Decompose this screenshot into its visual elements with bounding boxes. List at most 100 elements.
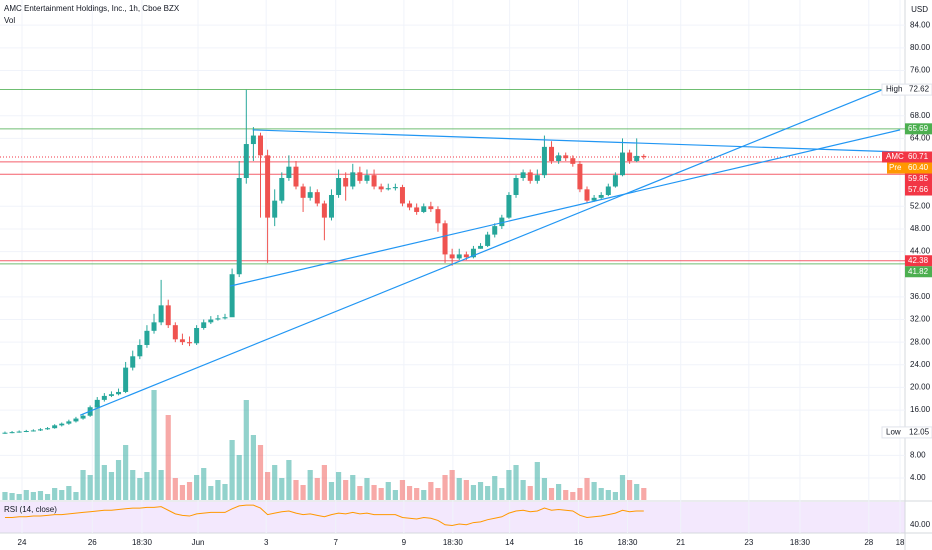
- candle-body: [470, 248, 476, 258]
- price-label: 57.66: [908, 185, 929, 194]
- y-tick-label: 20.00: [910, 383, 931, 392]
- y-tick-label: 48.00: [910, 224, 931, 233]
- candle-body: [350, 172, 356, 187]
- x-tick-label: 23: [744, 538, 753, 547]
- candle-body: [534, 175, 540, 181]
- marker-box: [881, 426, 932, 439]
- x-tick-label: 26: [88, 538, 97, 547]
- y-tick-label: 76.00: [910, 66, 931, 75]
- volume-bar: [577, 488, 583, 500]
- volume-bar: [641, 488, 647, 500]
- volume-bar: [328, 482, 335, 500]
- volume-bar: [66, 486, 72, 500]
- volume-bar: [492, 476, 498, 500]
- volume-bar: [385, 482, 391, 500]
- candle-body: [428, 206, 434, 210]
- candle-body: [619, 152, 625, 176]
- price-label-box: [905, 184, 932, 196]
- session-tag: [887, 162, 905, 174]
- candle-body: [584, 189, 590, 201]
- x-tick-label: 21: [676, 538, 685, 547]
- candle-body: [272, 200, 278, 218]
- price-label-box: [905, 162, 932, 174]
- x-tick-label: 9: [402, 538, 407, 547]
- candle-body: [215, 318, 221, 320]
- marker-value: 72.62: [909, 85, 930, 94]
- y-tick-label: 44.00: [910, 247, 931, 256]
- volume-bar: [186, 482, 193, 500]
- volume-bar: [179, 485, 186, 500]
- candle-body: [463, 254, 469, 258]
- volume-bar: [499, 488, 505, 500]
- candle-body: [449, 254, 455, 259]
- volume-bar: [222, 484, 228, 500]
- volume-bar: [293, 480, 299, 500]
- volume-bar: [158, 470, 164, 500]
- volume-bar: [229, 440, 235, 500]
- candle-body: [137, 344, 143, 357]
- volume-bar: [2, 492, 8, 500]
- price-label: 65.69: [908, 124, 929, 133]
- x-tick-label: 24: [18, 538, 27, 547]
- volume-bar: [506, 470, 512, 500]
- volume-bar: [279, 478, 285, 500]
- volume-bar: [44, 494, 51, 500]
- volume-bar: [534, 462, 540, 500]
- candle-body: [130, 356, 136, 368]
- candle-body: [321, 203, 327, 218]
- series-tag: [882, 151, 905, 163]
- volume-bar: [130, 470, 136, 500]
- candle-body: [123, 367, 129, 392]
- y-tick-label: 32.00: [910, 315, 931, 324]
- volume-bar: [463, 480, 469, 500]
- volume-bar: [272, 465, 278, 500]
- volume-bar: [520, 480, 526, 500]
- candle-body: [279, 178, 285, 201]
- volume-bar: [371, 485, 377, 500]
- candle-body: [336, 178, 342, 195]
- y-tick-label: 4.00: [910, 473, 926, 482]
- volume-bar: [343, 480, 349, 500]
- volume-bar: [286, 460, 292, 500]
- marker-name: High: [886, 85, 902, 94]
- volume-bar: [414, 488, 420, 500]
- volume-bar: [378, 488, 384, 500]
- candle-body: [399, 187, 405, 204]
- candle-body: [45, 428, 51, 430]
- price-label: 42.38: [908, 256, 929, 265]
- candle-body: [66, 421, 72, 424]
- candle-body: [172, 325, 178, 340]
- rsi-title: RSI (14, close): [4, 505, 57, 514]
- volume-bar: [406, 486, 413, 500]
- candle-body: [179, 339, 185, 343]
- candle-body: [293, 166, 299, 187]
- y-tick-label: 64.00: [910, 133, 931, 142]
- candle-body: [243, 144, 249, 179]
- candle-body: [456, 254, 462, 259]
- candle-body: [52, 425, 58, 429]
- volume-bar: [335, 472, 342, 500]
- candle-body: [165, 305, 171, 326]
- candle-body: [435, 209, 441, 224]
- volume-bar: [527, 486, 533, 500]
- volume-bar: [470, 485, 477, 500]
- candle-body: [392, 187, 398, 189]
- y-tick-label: 80.00: [910, 43, 931, 52]
- trendline: [252, 129, 901, 153]
- volume-bar: [137, 478, 143, 500]
- y-tick-label: 8.00: [910, 450, 926, 459]
- price-label: 59.85: [908, 174, 929, 183]
- volume-bar: [257, 445, 264, 500]
- volume-bar: [513, 465, 519, 500]
- y-tick-label: 52.00: [910, 201, 931, 210]
- price-label: 41.82: [908, 267, 929, 276]
- volume-bar: [357, 486, 363, 500]
- volume-bar: [300, 485, 306, 500]
- candle-body: [541, 146, 547, 176]
- candle-body: [101, 395, 107, 400]
- volume-bar: [364, 478, 370, 500]
- volume-bar: [59, 490, 65, 500]
- candle-body: [314, 192, 320, 204]
- marker-value: 12.05: [909, 428, 930, 437]
- volume-bar: [570, 492, 576, 500]
